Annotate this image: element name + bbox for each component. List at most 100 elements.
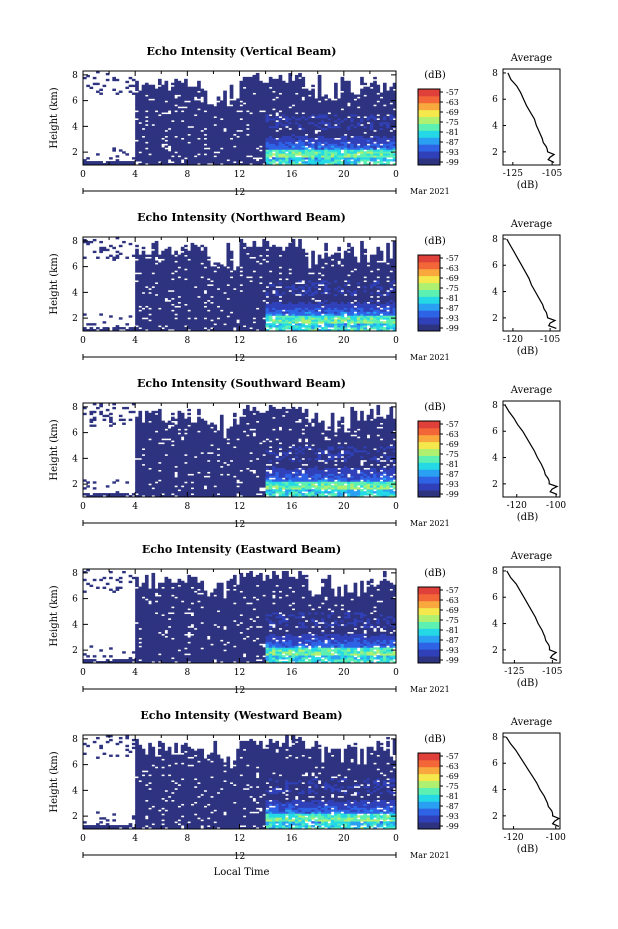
echo-cell [246, 76, 250, 80]
echo-cell [200, 118, 205, 121]
echo-cell [193, 147, 198, 150]
echo-cell [174, 90, 178, 93]
echo-cell [219, 102, 224, 105]
echo-cell [118, 90, 123, 93]
echo-cell [294, 74, 299, 78]
echo-cell [167, 301, 172, 304]
echo-cell [102, 163, 107, 166]
echo-cell [115, 325, 120, 328]
echo-cell [154, 125, 159, 129]
echo-cell [148, 129, 152, 133]
echo-cell [151, 141, 156, 144]
echo-cell [184, 145, 188, 148]
echo-cell [200, 106, 205, 109]
echo-cell [210, 110, 214, 113]
echo-cell [324, 100, 328, 103]
echo-cell [193, 129, 198, 133]
echo-cell [174, 119, 178, 123]
echo-cell [135, 248, 139, 252]
echo-cell [210, 157, 214, 160]
echo-cell [187, 139, 191, 142]
echo-cell [321, 96, 325, 99]
echo-cell [376, 119, 381, 123]
echo-cell [210, 133, 214, 137]
echo-cell [249, 258, 253, 261]
echo-cell [213, 145, 218, 148]
echo-cell [242, 108, 247, 111]
echo-cell [148, 119, 152, 123]
echo-cell [229, 147, 234, 150]
echo-cell [229, 145, 234, 148]
echo-cell [246, 121, 250, 125]
echo-cell [135, 84, 139, 88]
echo-cell [177, 125, 182, 129]
echo-cell [187, 102, 191, 105]
echo-cell [239, 139, 244, 142]
echo-cell [249, 157, 253, 160]
echo-cell [232, 289, 237, 293]
echo-cell [246, 92, 250, 95]
echo-cell [216, 119, 221, 123]
echo-cell [236, 106, 240, 109]
echo-cell [112, 161, 116, 164]
colorbar-swatch [418, 102, 440, 111]
echo-cell [135, 94, 139, 97]
echo-cell [148, 125, 152, 129]
echo-cell [252, 96, 257, 99]
echo-cell [200, 123, 205, 127]
echo-cell [389, 104, 394, 107]
echo-cell [193, 163, 198, 166]
echo-cell [157, 309, 162, 312]
echo-cell [125, 153, 130, 156]
echo-cell [252, 108, 257, 111]
echo-cell [161, 153, 165, 156]
echo-cell [193, 133, 198, 137]
echo-cell [190, 127, 195, 131]
echo-cell [177, 307, 182, 310]
echo-cell [187, 155, 191, 158]
echo-cell [232, 112, 237, 115]
echo-cell [138, 307, 143, 310]
echo-cell [193, 244, 198, 248]
colorbar-unit: (dB) [424, 70, 446, 81]
echo-cell [236, 266, 240, 269]
echo-cell [249, 102, 253, 105]
echo-cell [200, 137, 205, 140]
echo-cell [187, 104, 191, 107]
echo-cell [304, 147, 309, 150]
echo-cell [259, 80, 263, 84]
echo-cell [213, 149, 218, 152]
echo-cell [294, 94, 299, 97]
echo-cell [154, 116, 159, 119]
echo-cell [184, 82, 188, 86]
echo-cell [154, 139, 159, 142]
echo-cell [213, 139, 218, 142]
echo-cell [232, 141, 237, 144]
echo-cell [242, 119, 247, 123]
echo-cell [151, 242, 156, 246]
echo-cell [307, 149, 312, 152]
echo-cell [177, 163, 182, 166]
echo-cell [301, 88, 306, 91]
echo-cell [197, 151, 201, 154]
echo-cell [239, 238, 244, 242]
echo-cell [180, 129, 185, 133]
echo-cell [187, 151, 191, 154]
y-tick-label: 2 [72, 148, 78, 158]
echo-cell [89, 327, 94, 330]
echo-cell [203, 96, 208, 99]
echo-cell [246, 163, 250, 166]
echo-cell [249, 127, 253, 131]
echo-cell [376, 102, 381, 105]
echo-cell [239, 98, 244, 101]
echo-cell [386, 141, 390, 144]
echo-cell [112, 76, 116, 80]
echo-cell [102, 321, 107, 324]
echo-cell [148, 127, 152, 131]
echo-cell [177, 108, 182, 111]
echo-cell [265, 297, 270, 301]
echo-cell [184, 112, 188, 115]
echo-cell [177, 100, 182, 103]
echo-cell [138, 125, 143, 129]
echo-cell [151, 116, 156, 119]
